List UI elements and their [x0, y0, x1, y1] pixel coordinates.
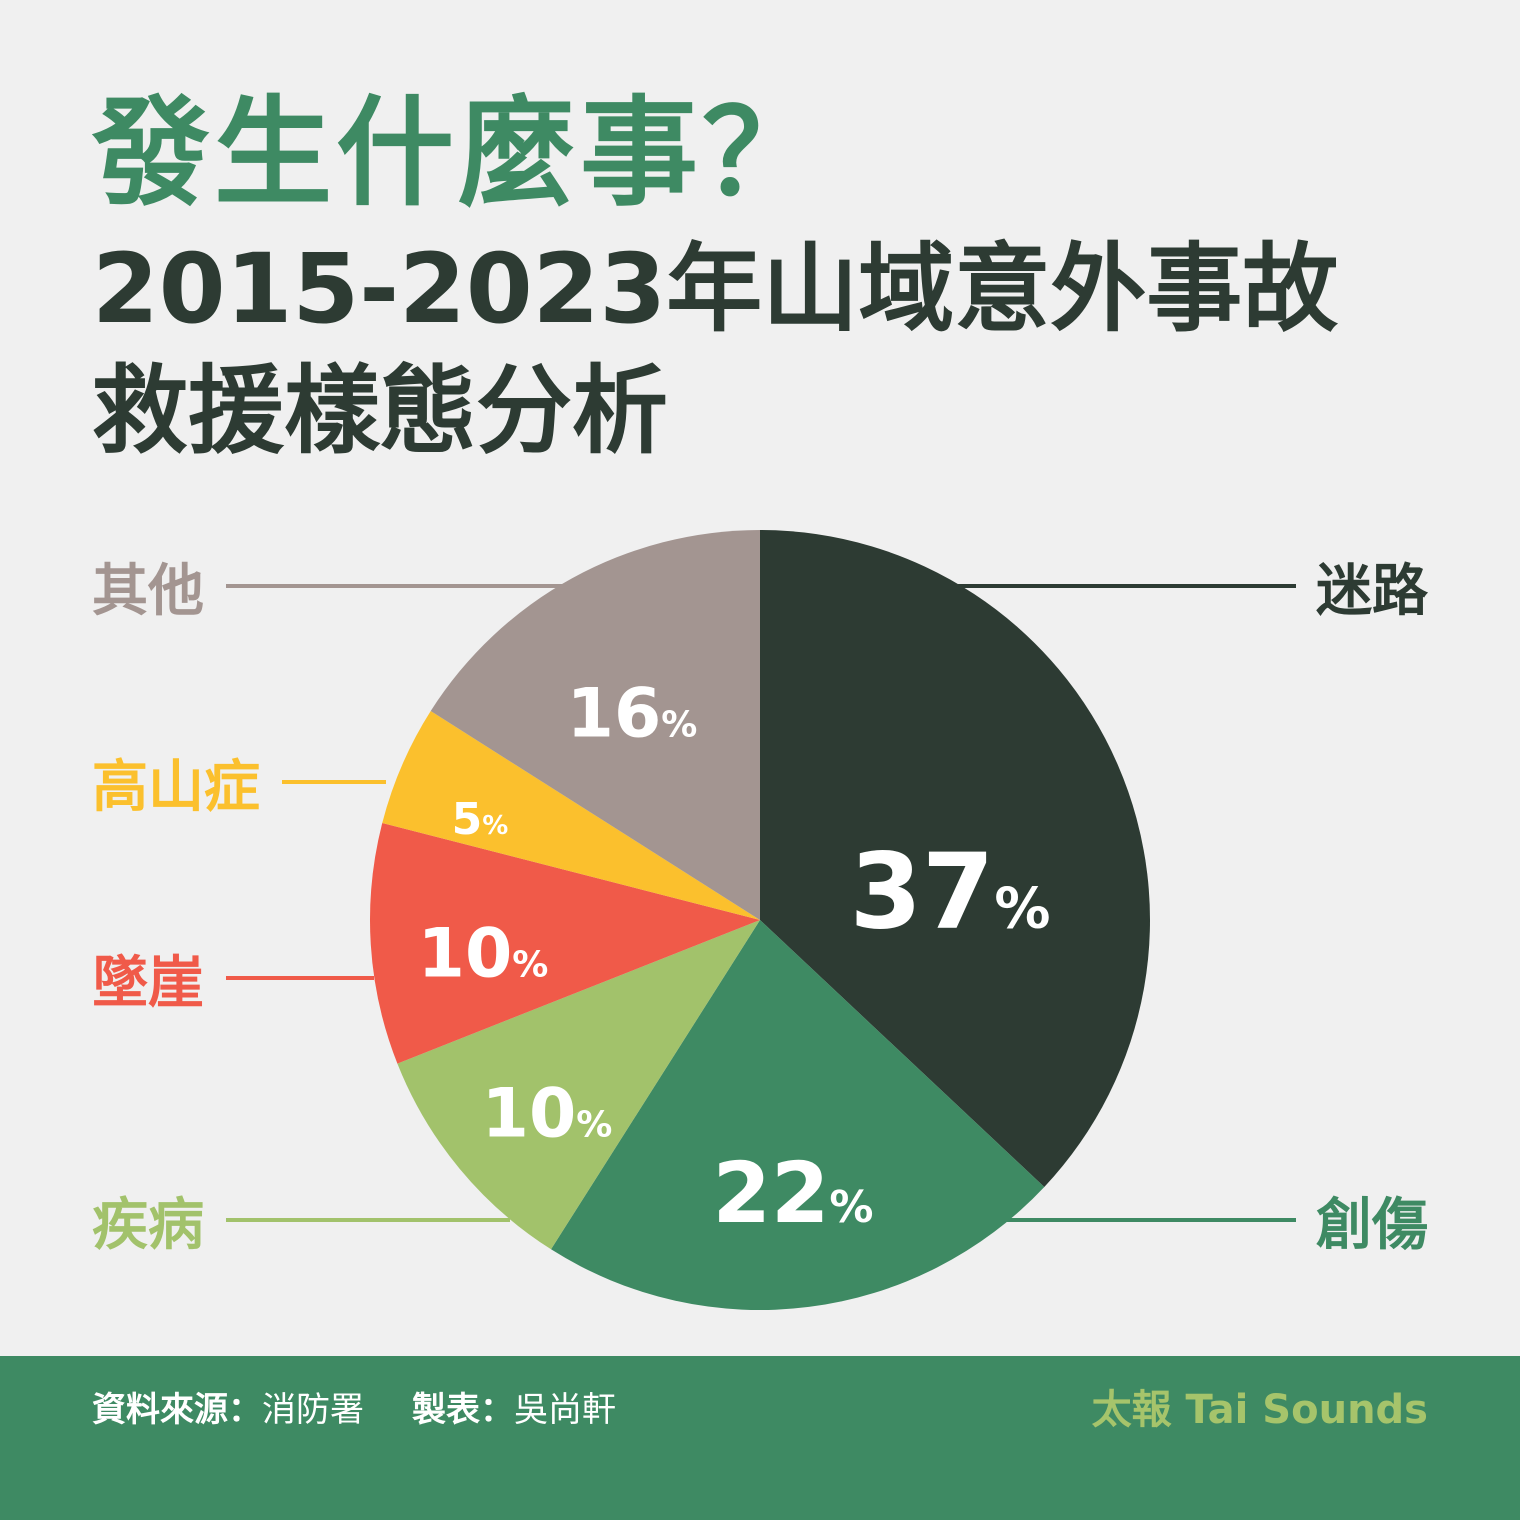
- value-label-slice-5: 5%: [452, 794, 509, 845]
- pie-slice-3: [397, 920, 760, 1250]
- value-label-slice-3: 10%: [482, 1074, 613, 1153]
- value-label-slice-1: 37%: [850, 830, 1051, 952]
- subtitle-line-2: 救援樣態分析: [92, 355, 668, 467]
- footer-band: 資料來源：消防署 製表：吳尚軒 太報 Tai Sounds: [0, 1356, 1520, 1520]
- category-label-slice-3: 疾病: [92, 1193, 204, 1258]
- category-label-slice-5: 高山症: [92, 755, 260, 820]
- source-value: 消防署: [262, 1390, 364, 1430]
- credits: 資料來源：消防署 製表：吳尚軒: [92, 1386, 616, 1434]
- title-block: 發生什麼事？ 2015-2023年山域意外事故 救援樣態分析: [92, 78, 1338, 472]
- category-label-slice-4: 墜崖: [92, 951, 204, 1016]
- pie-slice-1: [760, 530, 1150, 1187]
- brand-logo-text: 太報 Tai Sounds: [1091, 1387, 1428, 1433]
- value-label-slice-6: 16%: [567, 674, 698, 753]
- source-label: 資料來源：: [92, 1390, 262, 1430]
- maker-label: 製表：: [412, 1390, 514, 1430]
- pie-slice-4: [370, 823, 760, 1064]
- maker-value: 吳尚軒: [514, 1390, 616, 1430]
- value-label-slice-4: 10%: [418, 914, 549, 993]
- category-label-slice-2: 創傷: [1316, 1193, 1428, 1258]
- pie-slice-2: [551, 920, 1045, 1311]
- subtitle-line-1: 2015-2023年山域意外事故: [92, 233, 1339, 345]
- pie-slice-6: [430, 530, 760, 920]
- headline: 發生什麼事？: [92, 84, 825, 222]
- pie-slice-5: [382, 711, 760, 920]
- value-label-slice-2: 22%: [713, 1144, 874, 1242]
- category-label-slice-1: 迷路: [1316, 559, 1429, 624]
- category-label-slice-6: 其他: [92, 559, 204, 624]
